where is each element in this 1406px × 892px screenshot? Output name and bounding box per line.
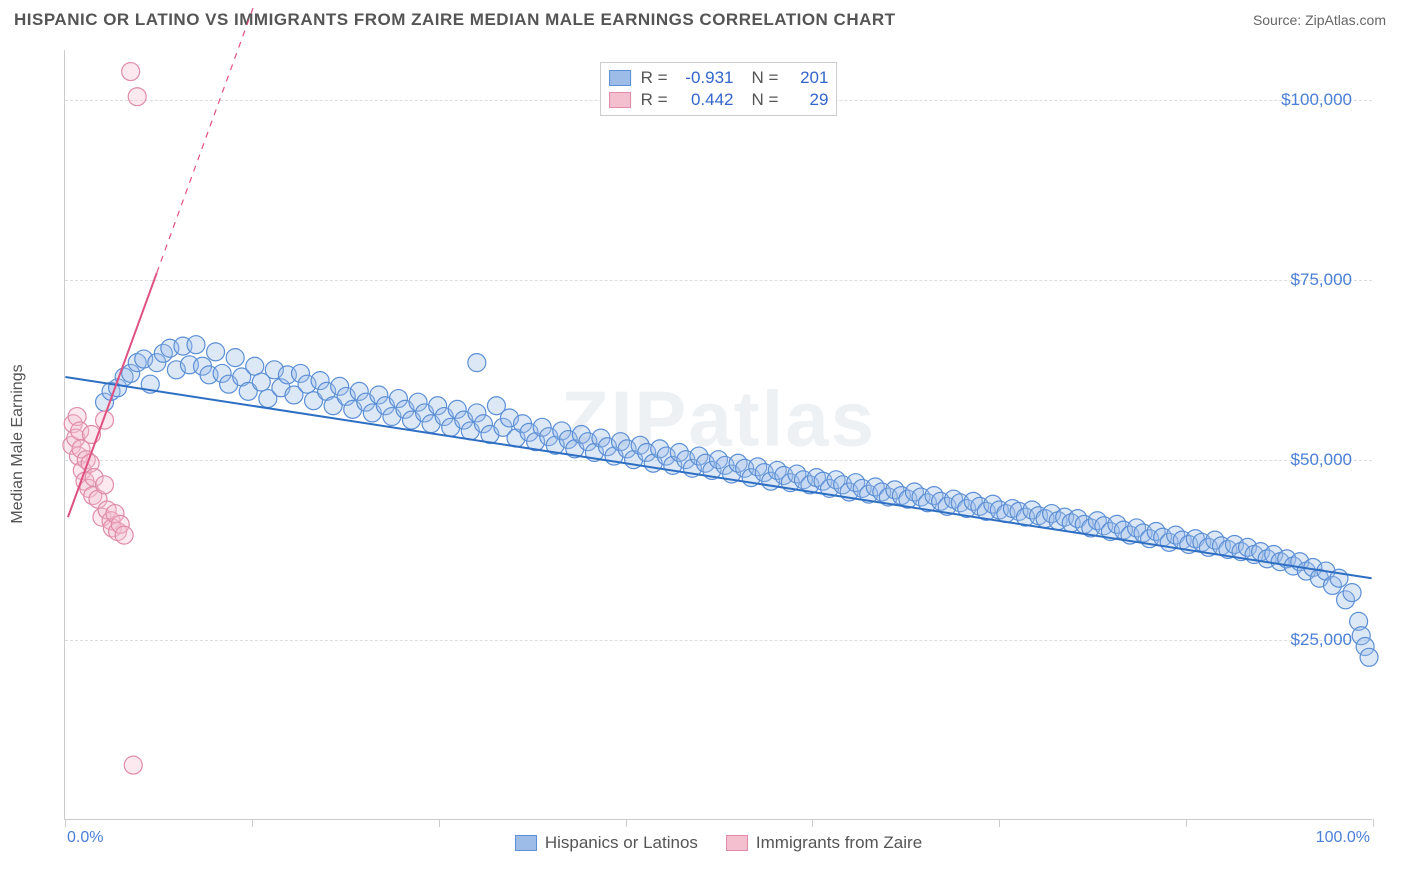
data-point	[124, 756, 142, 774]
stat-n-value: 29	[788, 90, 828, 110]
scatter-svg	[65, 50, 1372, 819]
x-tick	[999, 819, 1000, 827]
source-prefix: Source:	[1253, 12, 1305, 28]
data-point	[128, 88, 146, 106]
x-tick	[812, 819, 813, 827]
legend-swatch	[609, 92, 631, 108]
stat-r-label: R =	[641, 90, 668, 110]
legend-stats-row: R = 0.442 N = 29	[609, 89, 829, 111]
x-tick	[1186, 819, 1187, 827]
data-point	[207, 343, 225, 361]
data-point	[96, 476, 114, 494]
data-point	[226, 349, 244, 367]
chart-title: HISPANIC OR LATINO VS IMMIGRANTS FROM ZA…	[14, 10, 896, 30]
legend-swatch	[515, 835, 537, 851]
legend-swatch	[609, 70, 631, 86]
legend-item: Hispanics or Latinos	[515, 833, 698, 853]
stat-r-label: R =	[641, 68, 668, 88]
stat-n-label: N =	[752, 68, 779, 88]
data-point	[1343, 584, 1361, 602]
x-tick	[65, 819, 66, 827]
correlation-legend-box: R = -0.931 N = 201 R = 0.442 N = 29	[600, 62, 838, 116]
chart-container: Median Male Earnings ZIPatlas $25,000$50…	[48, 40, 1388, 848]
data-point	[187, 336, 205, 354]
stat-n-label: N =	[752, 90, 779, 110]
source-name: ZipAtlas.com	[1305, 12, 1386, 28]
legend-item: Immigrants from Zaire	[726, 833, 922, 853]
data-point	[468, 354, 486, 372]
x-tick	[626, 819, 627, 827]
x-tick	[1373, 819, 1374, 827]
x-tick	[252, 819, 253, 827]
legend-label: Immigrants from Zaire	[756, 833, 922, 853]
plot-area: ZIPatlas $25,000$50,000$75,000$100,000 R…	[64, 50, 1372, 820]
stat-r-value: 0.442	[678, 90, 734, 110]
trend-line-dashed	[157, 3, 255, 273]
data-point	[122, 63, 140, 81]
x-tick	[439, 819, 440, 827]
data-point	[115, 526, 133, 544]
trend-line	[65, 377, 1371, 578]
stat-n-value: 201	[788, 68, 828, 88]
series-legend: Hispanics or Latinos Immigrants from Zair…	[65, 833, 1372, 853]
legend-stats-row: R = -0.931 N = 201	[609, 67, 829, 89]
y-axis-title: Median Male Earnings	[9, 364, 27, 523]
legend-swatch	[726, 835, 748, 851]
data-point	[1360, 648, 1378, 666]
source-attribution: Source: ZipAtlas.com	[1253, 12, 1386, 28]
stat-r-value: -0.931	[678, 68, 734, 88]
legend-label: Hispanics or Latinos	[545, 833, 698, 853]
